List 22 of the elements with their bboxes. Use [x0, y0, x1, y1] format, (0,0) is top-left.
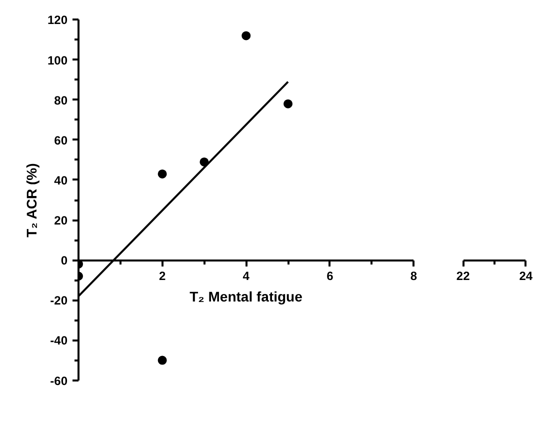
y-tick-label: 120 — [47, 13, 68, 28]
y-axis-title: T₂ ACR (%) — [23, 163, 40, 238]
x-tick-label: 6 — [326, 269, 334, 284]
point — [158, 169, 167, 178]
y-tick-label: 0 — [60, 254, 68, 268]
y-tick-label: -40 — [50, 334, 68, 348]
x-tick-label: 4 — [242, 269, 250, 284]
y-tick-label: -60 — [50, 374, 68, 388]
x-tick-label: 24 — [519, 269, 533, 284]
y-tick-label: 80 — [54, 93, 68, 108]
x-axis-title: T₂ Mental fatigue — [190, 288, 303, 304]
point — [158, 356, 167, 365]
y-tick-label: -20 — [50, 294, 68, 308]
point — [242, 31, 251, 40]
x-tick-label: 22 — [456, 269, 470, 284]
x-tick-label: 2 — [158, 269, 166, 284]
y-tick-label: 60 — [54, 133, 68, 148]
point — [284, 99, 293, 108]
x-tick-label: 8 — [410, 269, 418, 284]
y-tick-label: 20 — [54, 214, 68, 228]
y-tick-label: 100 — [47, 53, 68, 68]
y-tick-label: 40 — [54, 173, 68, 188]
